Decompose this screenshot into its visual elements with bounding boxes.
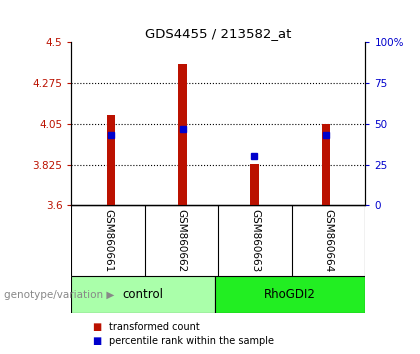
Text: genotype/variation ▶: genotype/variation ▶ bbox=[4, 290, 115, 300]
Text: GSM860662: GSM860662 bbox=[177, 209, 186, 272]
Text: ■: ■ bbox=[92, 322, 102, 332]
Text: percentile rank within the sample: percentile rank within the sample bbox=[109, 336, 274, 346]
Text: RhoGDI2: RhoGDI2 bbox=[264, 288, 316, 301]
Title: GDS4455 / 213582_at: GDS4455 / 213582_at bbox=[145, 27, 291, 40]
Bar bbox=[322, 124, 330, 205]
FancyBboxPatch shape bbox=[215, 276, 365, 313]
Text: control: control bbox=[123, 288, 164, 301]
Text: ■: ■ bbox=[92, 336, 102, 346]
Text: GSM860663: GSM860663 bbox=[250, 209, 260, 272]
Bar bbox=[250, 164, 259, 205]
Text: transformed count: transformed count bbox=[109, 322, 200, 332]
Text: GSM860664: GSM860664 bbox=[324, 209, 333, 272]
FancyBboxPatch shape bbox=[71, 276, 215, 313]
Bar bbox=[107, 115, 115, 205]
Bar bbox=[178, 64, 187, 205]
Text: GSM860661: GSM860661 bbox=[103, 209, 113, 272]
